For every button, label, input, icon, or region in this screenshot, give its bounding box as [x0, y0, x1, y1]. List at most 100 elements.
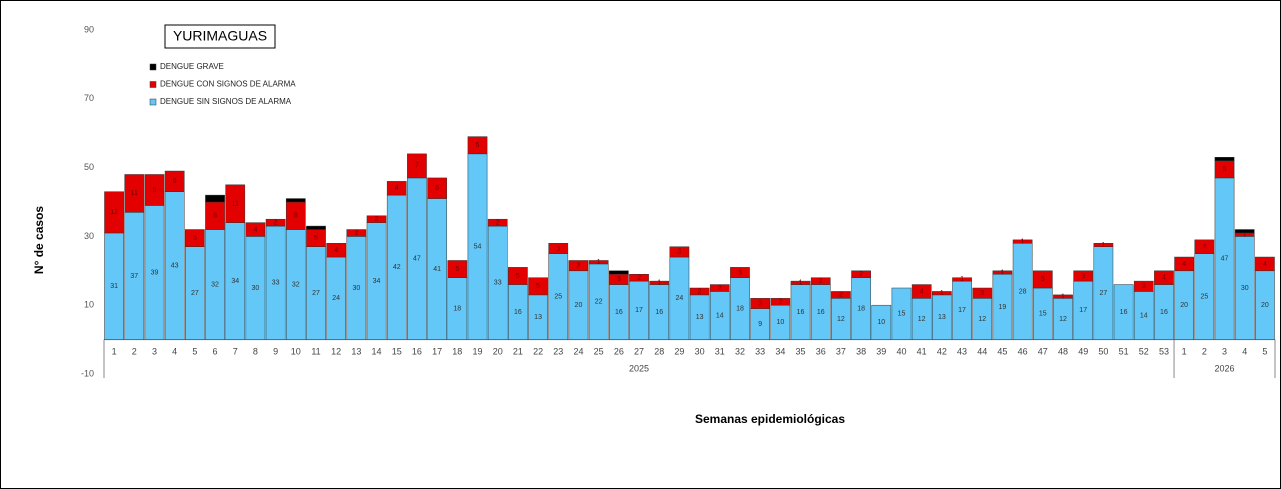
data-label: 2 [859, 271, 863, 278]
data-label: 1 [1243, 232, 1247, 239]
data-label: 43 [171, 262, 179, 269]
x-tick-label: 18 [452, 346, 462, 356]
data-label: 15 [898, 311, 906, 318]
x-tick-label: 35 [796, 346, 806, 356]
bar-segment [1093, 243, 1114, 247]
x-tick-label: 36 [816, 346, 826, 356]
bar-segment [649, 280, 670, 285]
data-label: 13 [696, 314, 704, 321]
x-tick-label: 23 [553, 346, 563, 356]
y-tick-label: 30 [84, 231, 94, 241]
data-label: 16 [1160, 309, 1168, 316]
data-label: 17 [635, 307, 643, 314]
data-label: 14 [716, 312, 724, 319]
data-label: 16 [615, 309, 623, 316]
data-label: 12 [978, 316, 986, 323]
x-tick-label: 38 [856, 346, 866, 356]
bar-segment [265, 218, 286, 227]
bar-segment [548, 243, 569, 254]
x-tick-label: 49 [1078, 346, 1088, 356]
data-label: 1 [1000, 269, 1004, 276]
data-label: 2 [375, 216, 379, 223]
x-tick-label: 5 [1262, 346, 1267, 356]
bar-segment [1174, 256, 1194, 272]
data-label: 33 [494, 280, 502, 287]
bar-segment [911, 284, 932, 299]
data-label: 39 [151, 269, 159, 276]
bar-segment [932, 291, 952, 296]
data-label: 1 [1021, 238, 1025, 245]
data-label: 19 [999, 304, 1007, 311]
x-tick-label: 22 [533, 346, 543, 356]
data-label: 33 [272, 280, 280, 287]
data-label: 1 [597, 259, 601, 266]
y-tick-label: 90 [84, 24, 94, 34]
bar-segment [487, 218, 508, 227]
data-label: 41 [433, 266, 441, 273]
data-label: 9 [758, 321, 762, 328]
data-label: 2 [698, 288, 702, 295]
bar-segment [1113, 284, 1134, 340]
title-box [164, 24, 276, 49]
bar-segment [588, 260, 609, 265]
x-tick-label: 52 [1139, 346, 1149, 356]
data-label: 12 [918, 316, 926, 323]
x-tick-label: 4 [172, 346, 177, 356]
data-label: 16 [514, 309, 522, 316]
data-label: 3 [617, 276, 621, 283]
x-tick-label: 9 [273, 346, 278, 356]
data-label: 1 [960, 276, 964, 283]
x-tick-label: 47 [1038, 346, 1048, 356]
bar-segment [124, 174, 145, 213]
data-label: 3 [980, 290, 984, 297]
bar-segment [104, 191, 124, 234]
bar-segment [528, 277, 548, 296]
x-tick-label: 16 [412, 346, 422, 356]
data-label: 4 [1263, 261, 1267, 268]
data-label: 3 [577, 262, 581, 269]
bar-segment [407, 153, 427, 179]
x-tick-label: 2 [132, 346, 137, 356]
legend-label: DENGUE SIN SIGNOS DE ALARMA [160, 97, 292, 106]
x-tick-label: 20 [493, 346, 503, 356]
x-tick-label: 1 [1182, 346, 1187, 356]
data-label: 5 [193, 235, 197, 242]
data-label: 8 [213, 213, 217, 220]
x-tick-label: 28 [654, 346, 664, 356]
bar-segment [851, 270, 871, 278]
data-label: 11 [131, 190, 138, 197]
bar-segment [1154, 270, 1174, 285]
x-tick-label: 8 [253, 346, 258, 356]
data-label: 16 [817, 309, 825, 316]
bar-segment [1255, 256, 1275, 272]
group-label: 2025 [629, 363, 649, 373]
data-label: 27 [312, 290, 320, 297]
x-tick-label: 34 [775, 346, 785, 356]
data-label: 32 [292, 281, 300, 288]
y-tick-label: -10 [81, 368, 94, 378]
data-label: 2 [637, 275, 641, 282]
bar-segment [669, 246, 690, 258]
data-label: 4 [1202, 244, 1206, 251]
bar-segment [831, 291, 851, 299]
data-label: 30 [352, 285, 360, 292]
x-tick-label: 6 [213, 346, 218, 356]
x-tick-label: 26 [614, 346, 624, 356]
x-axis-title: Semanas epidemiológicas [695, 412, 845, 426]
x-tick-label: 11 [311, 346, 320, 356]
data-label: 5 [516, 273, 520, 280]
data-label: 25 [554, 293, 562, 300]
data-label: 20 [575, 302, 583, 309]
bar-segment [1214, 157, 1235, 161]
data-label: 16 [1120, 309, 1128, 316]
data-label: 2 [839, 292, 843, 299]
data-label: 10 [877, 319, 885, 326]
y-tick-label: 70 [84, 93, 94, 103]
x-tick-label: 29 [674, 346, 684, 356]
data-label: 47 [413, 256, 421, 263]
x-tick-label: 2 [1202, 346, 1207, 356]
data-label: 24 [676, 295, 684, 302]
x-tick-label: 10 [291, 346, 301, 356]
data-label: 4 [395, 185, 399, 192]
data-label: 16 [655, 309, 663, 316]
